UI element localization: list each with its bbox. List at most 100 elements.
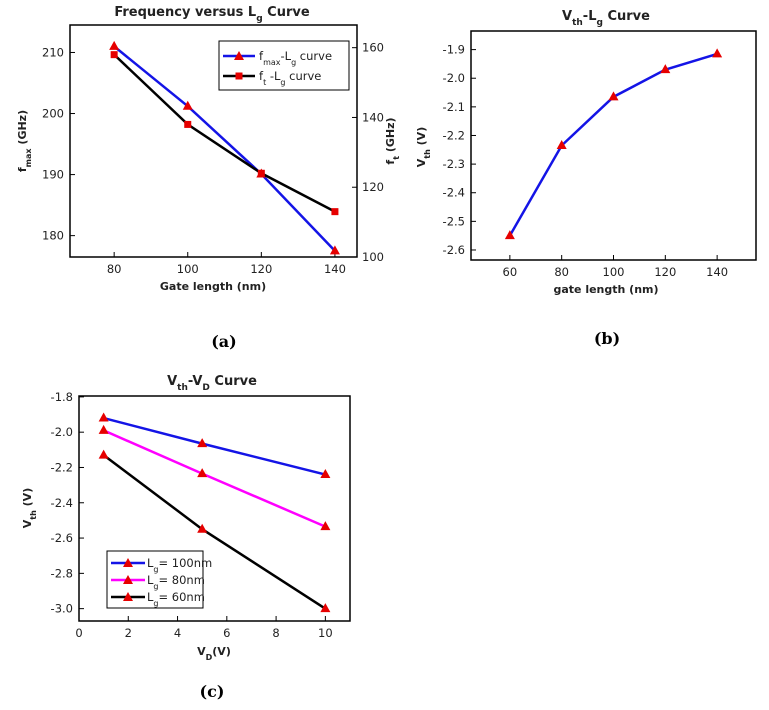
chart-c-legend-marker-60nm bbox=[123, 592, 133, 601]
chart-a-plot-frame bbox=[69, 24, 358, 258]
data-point-triangle bbox=[320, 469, 331, 479]
y2-tick-label: 120 bbox=[362, 180, 384, 194]
y-tick-label: -2.4 bbox=[51, 496, 73, 510]
data-point-triangle bbox=[608, 91, 619, 101]
y-tick-label: -2.0 bbox=[443, 71, 465, 85]
chart-c-x-axis-label: VD(V) bbox=[197, 645, 231, 662]
x-tick-label: 140 bbox=[324, 262, 346, 276]
y-tick-label: -2.6 bbox=[51, 531, 73, 545]
data-point-triangle bbox=[320, 521, 331, 531]
y-tick-label: -1.8 bbox=[51, 390, 73, 404]
data-point-square bbox=[257, 169, 265, 177]
chart-c: Vth-VD Curve -1.8 -2.0 -2.2 -2.4 -2.6 -2.8 -3.… bbox=[21, 374, 351, 701]
chart-b-plot-frame bbox=[470, 30, 757, 261]
y2-tick-label: 140 bbox=[362, 110, 384, 124]
y-tick-label: -2.5 bbox=[443, 214, 465, 228]
chart-a-series bbox=[109, 40, 340, 255]
chart-a-legend-marker-fmax bbox=[234, 51, 244, 60]
chart-c-legend-label-60nm: Lg= 60nm bbox=[147, 590, 205, 608]
data-point-triangle bbox=[712, 48, 723, 58]
y-tick-label: -1.9 bbox=[443, 43, 465, 57]
y-tick-label: -2.4 bbox=[443, 186, 465, 200]
data-point-triangle bbox=[197, 523, 208, 533]
chart-c-y-axis-label: Vth (V) bbox=[21, 488, 38, 528]
chart-a-legend-box bbox=[218, 40, 350, 91]
y-tick-label: 210 bbox=[42, 45, 64, 59]
data-point-square bbox=[331, 208, 339, 216]
x-tick-label: 80 bbox=[554, 265, 569, 279]
series-line-0 bbox=[508, 52, 718, 237]
data-point-triangle bbox=[197, 438, 208, 448]
x-tick-label: 100 bbox=[177, 262, 199, 276]
series-line-1 bbox=[113, 53, 336, 213]
x-tick-label: 120 bbox=[250, 262, 272, 276]
chart-a-y2-axis-ticks: 100 120 140 160 bbox=[352, 41, 384, 264]
x-tick-label: 60 bbox=[503, 265, 518, 279]
x-tick-label: 140 bbox=[706, 265, 728, 279]
chart-c-legend-marker-100nm bbox=[123, 558, 133, 567]
data-point-triangle bbox=[98, 412, 109, 422]
x-tick-label: 10 bbox=[318, 626, 333, 640]
chart-c-panel-label: (c) bbox=[200, 682, 225, 701]
chart-a-legend-label-ft: ft -Lg curve bbox=[259, 69, 321, 87]
chart-b-y-axis-ticks: -1.9 -2.0 -2.1 -2.2 -2.3 -2.4 -2.5 -2.6 bbox=[443, 43, 476, 257]
chart-b-panel-label: (b) bbox=[594, 329, 620, 348]
data-point-square bbox=[110, 51, 118, 59]
chart-a-y-axis-label: fmax (GHz) bbox=[16, 110, 33, 172]
y-tick-label: -3.0 bbox=[51, 602, 73, 616]
y-tick-label: -2.0 bbox=[51, 425, 73, 439]
data-point-triangle bbox=[556, 140, 567, 149]
data-point-triangle bbox=[98, 449, 109, 459]
chart-a-legend-label-fmax: fmax-Lg curve bbox=[259, 49, 332, 67]
chart-c-legend: Lg= 100nm Lg= 80nm Lg= 60nm bbox=[106, 550, 212, 609]
series-line-0 bbox=[113, 45, 336, 252]
chart-c-x-axis-ticks: 0 2 4 6 8 10 bbox=[75, 616, 333, 640]
data-point-triangle bbox=[182, 100, 193, 110]
x-tick-label: 6 bbox=[223, 626, 230, 640]
chart-a-title: Frequency versus Lg Curve bbox=[114, 5, 310, 24]
chart-a-y2-axis-label: ft (GHz) bbox=[384, 117, 401, 164]
data-point-triangle bbox=[660, 64, 671, 74]
y-tick-label: -2.1 bbox=[443, 100, 465, 114]
chart-b-x-axis-ticks: 60 80 100 120 140 bbox=[503, 255, 728, 279]
chart-b-y-axis-label: Vth (V) bbox=[415, 127, 432, 167]
x-tick-label: 0 bbox=[75, 626, 82, 640]
chart-a-legend-marker-ft bbox=[235, 72, 243, 80]
y2-tick-label: 100 bbox=[362, 250, 384, 264]
y-tick-label: -2.2 bbox=[51, 460, 73, 474]
data-point-triangle bbox=[109, 40, 120, 50]
y-tick-label: 190 bbox=[42, 168, 64, 182]
data-point-triangle bbox=[329, 245, 340, 255]
y-tick-label: -2.3 bbox=[443, 157, 465, 171]
chart-c-y-axis-ticks: -1.8 -2.0 -2.2 -2.4 -2.6 -2.8 -3.0 bbox=[51, 390, 84, 616]
x-tick-label: 4 bbox=[174, 626, 181, 640]
y-tick-label: 180 bbox=[42, 229, 64, 243]
chart-b-x-axis-label: gate length (nm) bbox=[553, 283, 658, 296]
data-point-triangle bbox=[98, 424, 109, 434]
chart-a-x-axis-ticks: 80 100 120 140 bbox=[107, 252, 346, 276]
x-tick-label: 120 bbox=[654, 265, 676, 279]
chart-b-series bbox=[504, 48, 723, 240]
x-tick-label: 80 bbox=[107, 262, 122, 276]
chart-c-legend-label-100nm: Lg= 100nm bbox=[147, 556, 212, 574]
chart-b: Vth-Lg Curve -1.9 -2.0 -2.1 -2.2 -2.3 -2.4 -2.… bbox=[415, 9, 757, 348]
data-point-triangle bbox=[504, 230, 515, 240]
chart-a-y-axis-ticks: 180 190 200 210 bbox=[42, 45, 75, 243]
data-point-triangle bbox=[197, 468, 208, 478]
y-tick-label: -2.8 bbox=[51, 566, 73, 580]
chart-c-legend-label-80nm: Lg= 80nm bbox=[147, 573, 205, 591]
y-tick-label: -2.2 bbox=[443, 128, 465, 142]
data-point-triangle bbox=[320, 603, 331, 613]
x-tick-label: 100 bbox=[603, 265, 625, 279]
chart-c-series bbox=[98, 412, 331, 613]
chart-a: Frequency versus Lg Curve 180 190 200 210 1… bbox=[16, 5, 401, 351]
series-line-1 bbox=[103, 429, 326, 528]
chart-c-legend-marker-80nm bbox=[123, 575, 133, 584]
x-tick-label: 2 bbox=[125, 626, 132, 640]
x-tick-label: 8 bbox=[272, 626, 279, 640]
chart-c-plot-frame bbox=[78, 395, 351, 622]
chart-c-title: Vth-VD Curve bbox=[167, 374, 257, 393]
y-tick-label: -2.6 bbox=[443, 243, 465, 257]
chart-a-panel-label: (a) bbox=[211, 332, 237, 351]
